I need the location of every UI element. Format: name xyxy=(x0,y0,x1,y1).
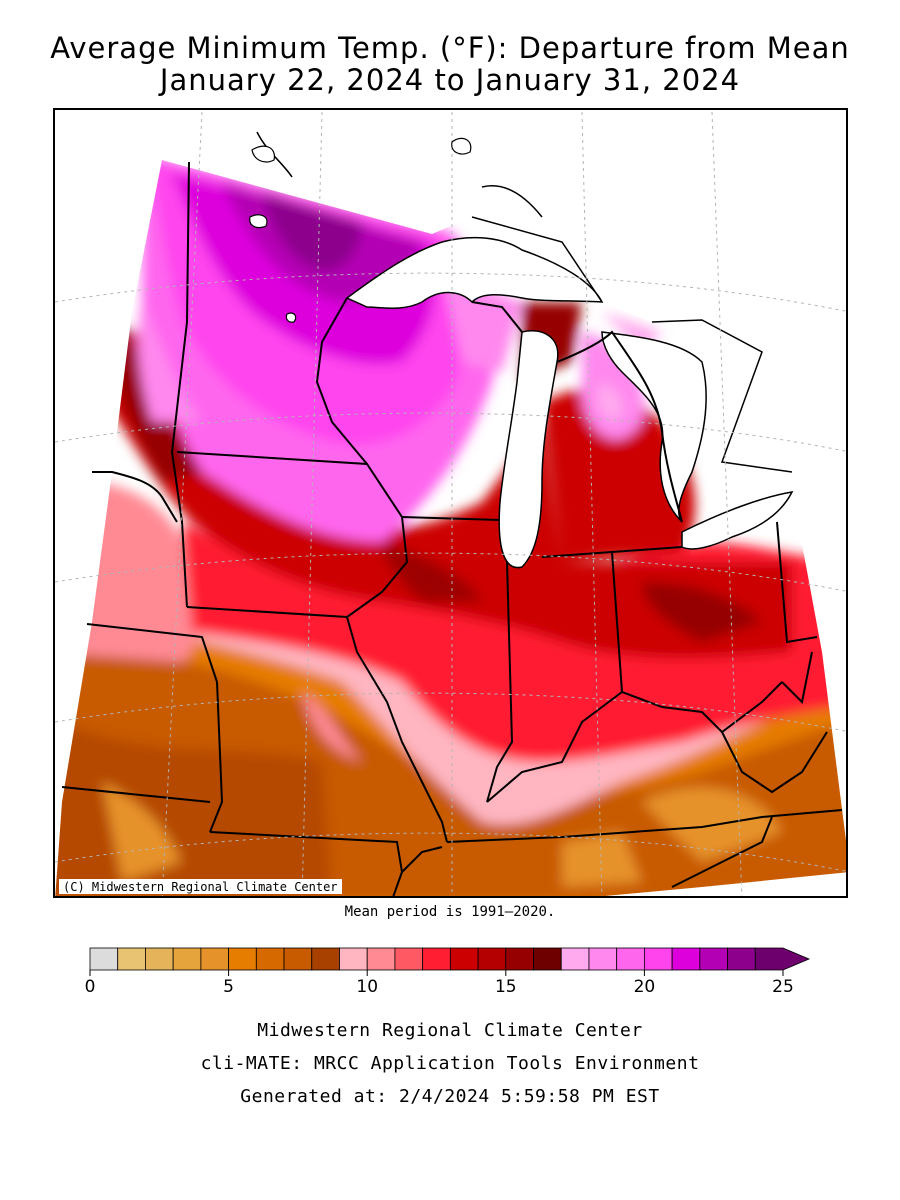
legend-swatch xyxy=(200,947,230,971)
anomaly-field xyxy=(55,160,846,896)
legend-swatch xyxy=(477,947,507,971)
map-date-range: January 22, 2024 to January 31, 2024 xyxy=(159,63,741,97)
legend-tick-label: 15 xyxy=(495,977,517,997)
legend-swatch xyxy=(145,947,174,971)
legend-swatch xyxy=(172,947,202,971)
copyright-label: (C) Midwestern Regional Climate Center xyxy=(59,879,342,894)
legend-swatch xyxy=(311,947,340,971)
legend-swatch xyxy=(89,947,119,971)
anomaly-map xyxy=(55,111,846,896)
state-boundaries xyxy=(61,161,843,896)
legend-tick-label: 20 xyxy=(634,977,656,997)
credit-organization: Midwestern Regional Climate Center xyxy=(257,1020,643,1041)
credit-generated: Generated at: 2/4/2024 5:59:58 PM EST xyxy=(240,1086,660,1107)
legend-swatch xyxy=(588,947,618,971)
legend-swatch xyxy=(255,947,285,971)
legend-tick-label: 5 xyxy=(223,977,234,997)
legend-swatch xyxy=(616,947,645,971)
legend-tick-label: 25 xyxy=(772,977,794,997)
legend-swatch xyxy=(505,947,534,971)
legend-swatch xyxy=(339,947,368,971)
legend-swatch xyxy=(699,947,728,971)
legend-swatch xyxy=(449,947,479,971)
legend-ticks xyxy=(89,970,784,976)
legend-tick-label: 10 xyxy=(356,977,378,997)
legend-swatch xyxy=(644,947,673,971)
legend-swatch xyxy=(533,947,562,971)
map-panel: (C) Midwestern Regional Climate Center xyxy=(53,108,848,898)
legend-arrow xyxy=(754,947,811,971)
legend-swatch xyxy=(671,947,701,971)
map-title: Average Minimum Temp. (°F): Departure fr… xyxy=(50,31,850,65)
credit-tool: cli-MATE: MRCC Application Tools Environ… xyxy=(200,1053,700,1074)
graticule xyxy=(55,111,846,896)
color-legend: 0 5 10 15 20 25 xyxy=(85,947,811,997)
legend-swatch xyxy=(228,947,257,971)
legend-swatch xyxy=(560,947,590,971)
legend-swatch xyxy=(422,947,451,971)
legend-labels: 0 5 10 15 20 25 xyxy=(85,977,794,997)
mean-period-note: Mean period is 1991–2020. xyxy=(344,904,556,920)
legend-swatch xyxy=(727,947,756,971)
northern-lakes xyxy=(249,137,472,323)
legend-swatch xyxy=(366,947,396,971)
legend-swatch xyxy=(283,947,313,971)
legend-swatch xyxy=(394,947,424,971)
legend-swatches xyxy=(89,947,811,971)
great-lakes xyxy=(345,236,794,569)
legend-swatch xyxy=(117,947,146,971)
legend-tick-label: 0 xyxy=(85,977,96,997)
